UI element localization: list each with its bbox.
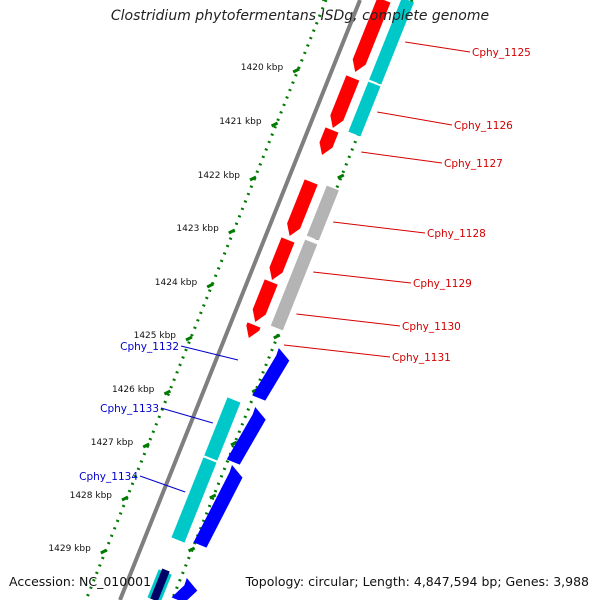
ruler-tick-inner	[230, 440, 238, 447]
ruler-label: 1424 kbp	[155, 278, 198, 288]
ruler-tick-inner	[273, 333, 281, 340]
gene-leader-line	[333, 221, 426, 234]
ruler-tick	[121, 495, 129, 502]
cog-reverse-bar	[204, 397, 241, 461]
gene-leader-line	[180, 345, 239, 361]
cds-forward-Cphy_1127	[319, 127, 339, 155]
ruler-tick	[292, 67, 300, 74]
ruler-label: 1429 kbp	[48, 544, 91, 554]
ruler-tick	[228, 228, 236, 235]
gene-label-Cphy_1132: Cphy_1132	[120, 341, 179, 353]
ruler-label: 1419 kbp	[270, 0, 313, 1]
cog-reverse-bar-dark	[150, 568, 170, 600]
ruler-label: 1426 kbp	[112, 385, 155, 395]
ruler-tick-inner	[209, 493, 217, 500]
cds-forward-Cphy_1126	[330, 75, 360, 128]
gene-label-Cphy_1133: Cphy_1133	[100, 403, 159, 415]
gene-label-Cphy_1127: Cphy_1127	[444, 158, 503, 170]
cds-reverse-Cphy_1132	[252, 348, 290, 401]
gene-leader-line	[313, 271, 412, 284]
cds-reverse-Cphy_1134	[193, 465, 243, 548]
ruler-label: 1423 kbp	[176, 224, 219, 234]
gene-leader-line	[405, 41, 471, 53]
accession-text: Accession: NC_010001	[9, 574, 152, 589]
ruler-label: 1422 kbp	[198, 171, 241, 181]
ruler-tick-inner	[337, 173, 345, 180]
gene-leader-line	[283, 344, 391, 358]
topology-text: Topology: circular; Length: 4,847,594 bp…	[245, 574, 589, 589]
gene-label-Cphy_1134: Cphy_1134	[79, 471, 138, 483]
cds-reverse-next	[171, 578, 198, 600]
ruler-tick	[185, 335, 193, 342]
ruler-tick	[100, 548, 108, 555]
gene-leader-line	[361, 151, 443, 164]
gene-label-Cphy_1126: Cphy_1126	[454, 120, 513, 132]
ruler-tick-inner	[187, 546, 196, 553]
cog-forward-bar	[306, 185, 339, 241]
gene-label-Cphy_1129: Cphy_1129	[413, 278, 472, 290]
cog-reverse-bar	[171, 457, 217, 543]
gene-label-Cphy_1131: Cphy_1131	[392, 352, 451, 364]
cds-forward-Cphy_1125	[352, 0, 391, 72]
ruler-tick	[142, 442, 150, 449]
cog-forward-bar	[270, 239, 318, 331]
ruler-label: 1421 kbp	[219, 117, 262, 127]
ruler-tick	[270, 121, 279, 128]
gene-label-Cphy_1130: Cphy_1130	[402, 321, 461, 333]
ruler-label: 1428 kbp	[70, 491, 113, 501]
ruler-label: 1420 kbp	[241, 63, 284, 73]
ruler-tick	[249, 175, 257, 182]
cds-reverse-Cphy_1133	[226, 407, 266, 465]
ruler-label: 1427 kbp	[91, 438, 134, 448]
ruler-tick	[163, 389, 172, 396]
cds-forward-Cphy_1129	[269, 237, 295, 280]
gene-leader-line	[296, 313, 401, 327]
cds-forward-Cphy_1131	[246, 322, 261, 338]
cds-forward-Cphy_1128	[287, 179, 318, 236]
gene-leader-line	[160, 407, 213, 424]
gene-leader-line	[377, 111, 453, 126]
cds-forward-Cphy_1130	[252, 279, 278, 322]
gene-leader-line	[139, 475, 186, 493]
cog-forward-bar	[369, 0, 415, 85]
cog-forward-bar	[348, 81, 381, 137]
gene-label-Cphy_1125: Cphy_1125	[472, 47, 531, 59]
ruler-tick	[206, 282, 214, 289]
ruler-label: 1425 kbp	[134, 331, 177, 341]
gene-label-Cphy_1128: Cphy_1128	[427, 228, 486, 240]
map-title: Clostridium phytofermentans ISDg, comple…	[110, 8, 490, 24]
backbone-line	[118, 0, 362, 600]
